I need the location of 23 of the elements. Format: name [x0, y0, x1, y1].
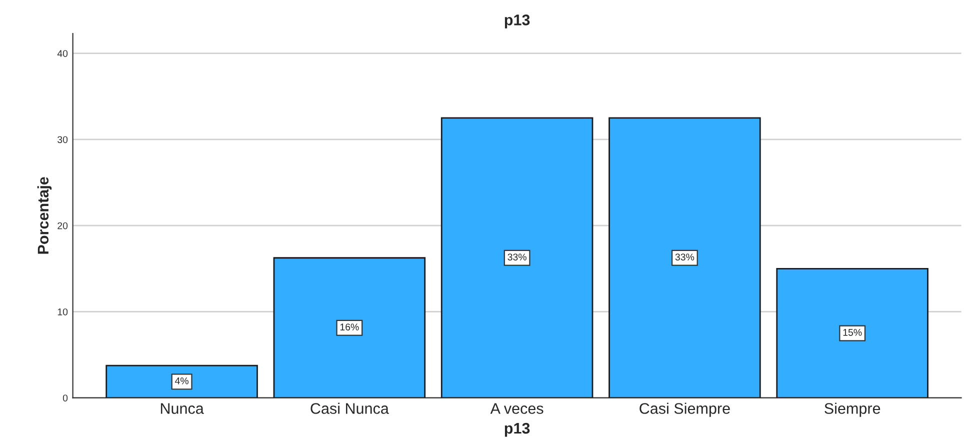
y-axis-title: Porcentaje: [37, 177, 52, 254]
bar: [440, 117, 594, 398]
y-tick-label: 10: [58, 308, 68, 316]
bar: [776, 268, 928, 398]
data-label: 15%: [843, 329, 862, 336]
y-tick-label: 20: [58, 222, 68, 230]
data-label: 33%: [675, 254, 694, 260]
bar: [608, 117, 761, 398]
x-axis-title: p13: [504, 422, 530, 437]
x-tick-label: Siempre: [824, 402, 880, 417]
y-tick-label: 40: [57, 50, 68, 57]
data-label: 16%: [340, 324, 359, 330]
data-label: 4%: [174, 377, 188, 384]
y-tick-label: 30: [58, 136, 68, 144]
x-tick-label: Casi Nunca: [310, 402, 389, 414]
x-tick-label: Casi Siempre: [640, 402, 730, 417]
data-label: 33%: [508, 254, 526, 260]
chart-title: p13: [504, 14, 530, 28]
bar: [273, 257, 426, 398]
x-tick-label: Nunca: [160, 403, 204, 414]
bar: [106, 364, 258, 398]
x-tick-label: A veces: [490, 403, 544, 414]
y-tick-label: 0: [62, 394, 68, 402]
